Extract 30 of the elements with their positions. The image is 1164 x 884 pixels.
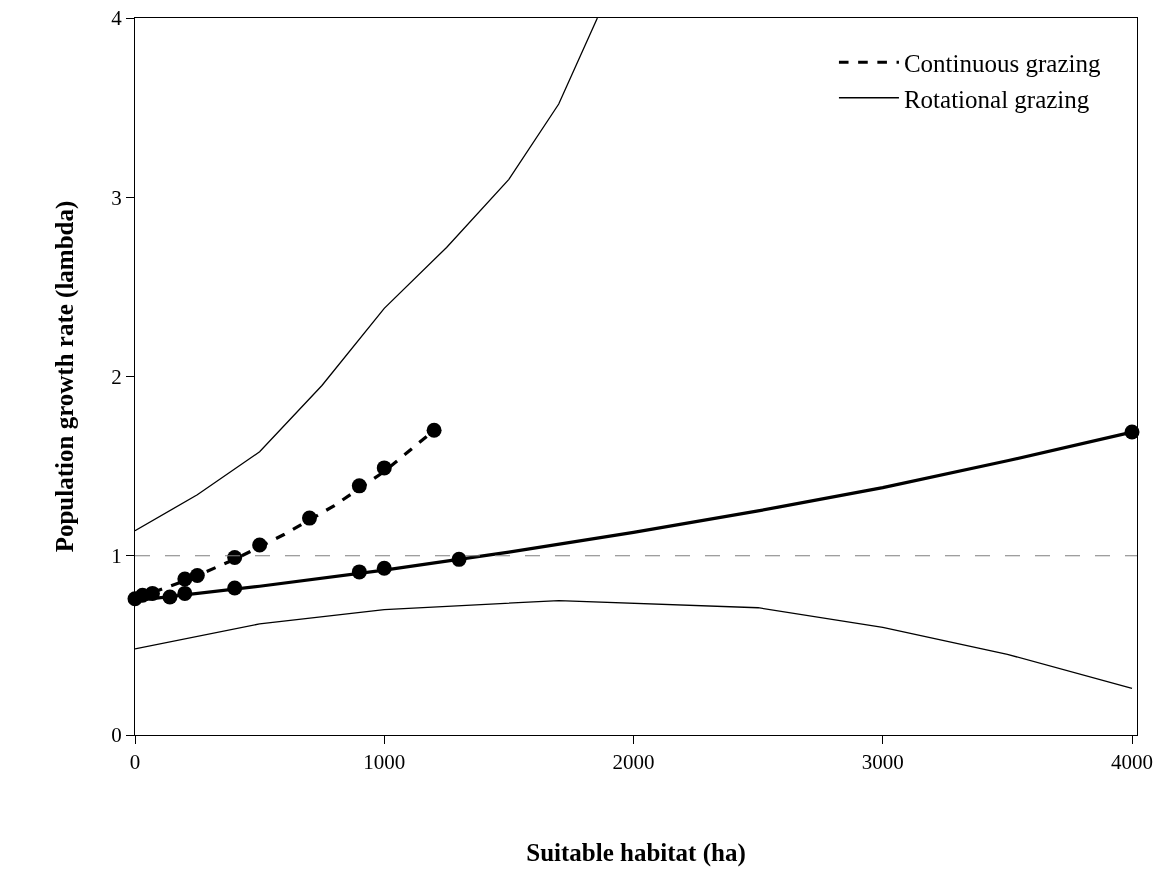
point: [351, 564, 367, 580]
point: [252, 537, 268, 553]
x-tick-label: 3000: [861, 750, 904, 775]
y-tick-label: 2: [111, 364, 122, 389]
legend-label: Rotational grazing: [903, 85, 1090, 113]
point: [189, 567, 205, 583]
y-tick-label: 1: [111, 544, 122, 569]
x-tick-label: 2000: [612, 750, 655, 775]
y-axis-title: Population growth rate (lambda): [50, 200, 79, 553]
y-tick-label: 4: [111, 6, 123, 31]
point: [451, 551, 467, 567]
point: [301, 510, 317, 526]
point: [376, 460, 392, 476]
point: [376, 560, 392, 576]
x-tick-label: 1000: [363, 750, 406, 775]
x-axis-title: Suitable habitat (ha): [526, 839, 746, 868]
point: [227, 580, 243, 596]
point: [162, 589, 178, 605]
y-tick-label: 3: [111, 185, 122, 210]
point: [351, 478, 367, 494]
legend-label: Continuous grazing: [903, 50, 1101, 78]
y-tick-label: 0: [111, 723, 122, 748]
x-tick-label: 4000: [1111, 750, 1154, 775]
point: [1124, 424, 1140, 440]
point: [177, 571, 193, 587]
point: [144, 585, 160, 601]
point: [426, 422, 442, 438]
x-tick-label: 0: [129, 750, 141, 775]
point: [177, 585, 193, 601]
point: [227, 550, 243, 566]
